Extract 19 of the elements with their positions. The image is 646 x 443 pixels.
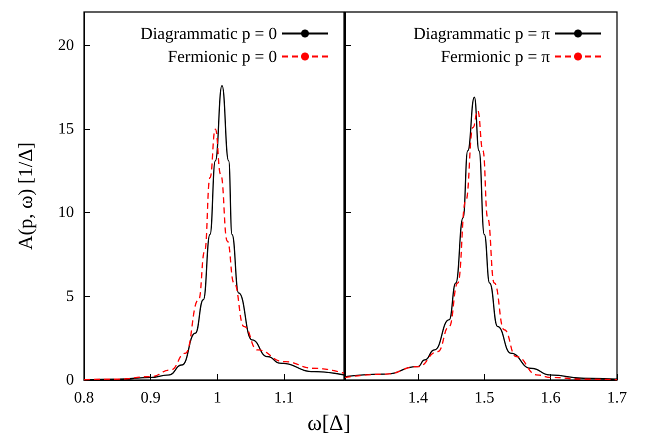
y-tick-label: 15 xyxy=(58,120,74,138)
x-tick-label: 1.6 xyxy=(540,390,561,406)
y-tick-label: 0 xyxy=(66,372,74,388)
x-tick-label: 1.7 xyxy=(607,390,627,406)
x-tick-label: 1.1 xyxy=(274,390,294,406)
y-tick-label: 5 xyxy=(66,288,74,305)
legend-label: Fermionic p = 0 xyxy=(168,47,277,66)
y-tick-label: 20 xyxy=(58,36,74,54)
y-axis-title: A(p, ω) [1/Δ] xyxy=(15,142,37,250)
x-tick-label: 1 xyxy=(213,390,222,406)
x-tick-label: 0.9 xyxy=(140,390,161,406)
y-tick-label: 10 xyxy=(58,204,74,222)
x-tick-label: 0.8 xyxy=(74,390,94,406)
legend-label: Fermionic p = π xyxy=(440,47,550,66)
x-tick-label: 1.4 xyxy=(408,390,428,406)
legend-label: Diagrammatic p = 0 xyxy=(140,24,277,43)
x-tick-label: 1.5 xyxy=(474,390,494,406)
x-axis-title: ω[Δ] xyxy=(306,410,352,436)
legend-label: Diagrammatic p = π xyxy=(413,24,550,43)
